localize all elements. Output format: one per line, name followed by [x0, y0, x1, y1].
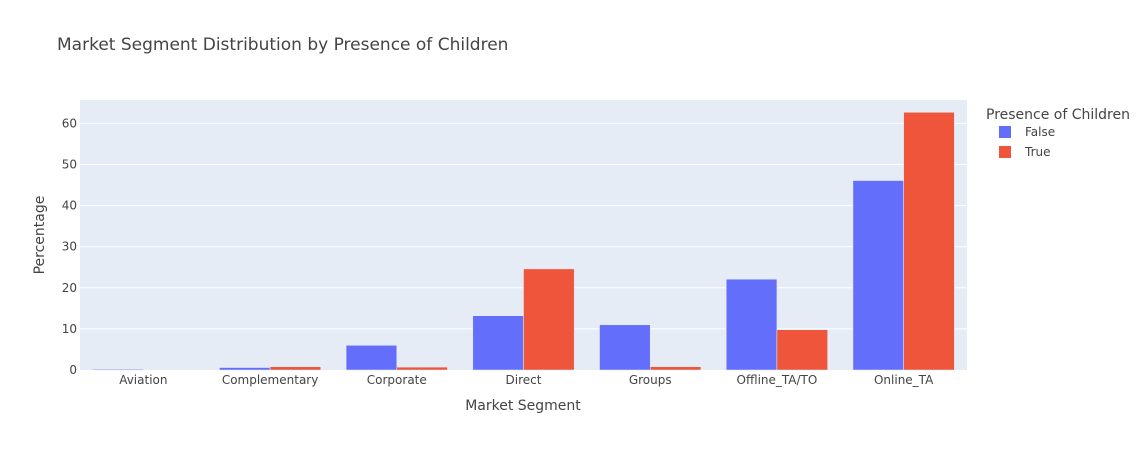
x-tick-label: Online_TA	[874, 373, 934, 387]
bar-false-groups[interactable]	[599, 324, 651, 371]
bar-false-online-ta[interactable]	[852, 180, 904, 371]
bar-true-offline-ta-to[interactable]	[776, 329, 828, 371]
legend[interactable]: Presence of Children False True	[986, 107, 1130, 159]
x-axis-title: Market Segment	[465, 398, 581, 414]
x-tick-label: Aviation	[119, 373, 167, 387]
y-tick-label: 60	[62, 116, 77, 130]
bar-true-groups[interactable]	[649, 366, 702, 371]
chart-title: Market Segment Distribution by Presence …	[57, 35, 508, 55]
bar-true-online-ta[interactable]	[903, 112, 955, 371]
y-axis-title: Percentage	[32, 196, 48, 275]
legend-title: Presence of Children	[986, 107, 1130, 123]
x-tick-label: Groups	[629, 373, 672, 387]
bar-false-direct[interactable]	[472, 315, 524, 371]
bar-false-offline-ta-to[interactable]	[725, 278, 778, 371]
x-tick-label: Offline_TA/TO	[737, 373, 818, 387]
x-axis-ticks: Aviation Complementary Corporate Direct Grou…	[119, 373, 934, 387]
y-tick-label: 0	[69, 363, 77, 377]
x-tick-label: Direct	[506, 373, 542, 387]
bar-false-aviation[interactable]	[92, 368, 144, 371]
bar-false-complementary[interactable]	[219, 367, 271, 371]
bars	[92, 112, 955, 371]
legend-swatch-true[interactable]	[999, 146, 1011, 158]
y-tick-label: 30	[62, 240, 77, 254]
y-tick-label: 20	[62, 281, 77, 295]
bar-false-corporate[interactable]	[345, 345, 398, 371]
y-axis-ticks: 0 10 20 30 40 50 60	[62, 116, 77, 377]
y-tick-label: 50	[62, 158, 77, 172]
x-tick-label: Complementary	[222, 373, 319, 387]
bar-true-complementary[interactable]	[269, 366, 322, 371]
legend-swatch-false[interactable]	[999, 126, 1011, 138]
y-tick-label: 10	[62, 322, 77, 336]
y-tick-label: 40	[62, 199, 77, 213]
legend-label-false[interactable]: False	[1025, 125, 1055, 139]
x-tick-label: Corporate	[367, 373, 427, 387]
legend-label-true[interactable]: True	[1024, 145, 1051, 159]
bar-true-corporate[interactable]	[396, 366, 448, 371]
bar-true-direct[interactable]	[523, 268, 575, 371]
